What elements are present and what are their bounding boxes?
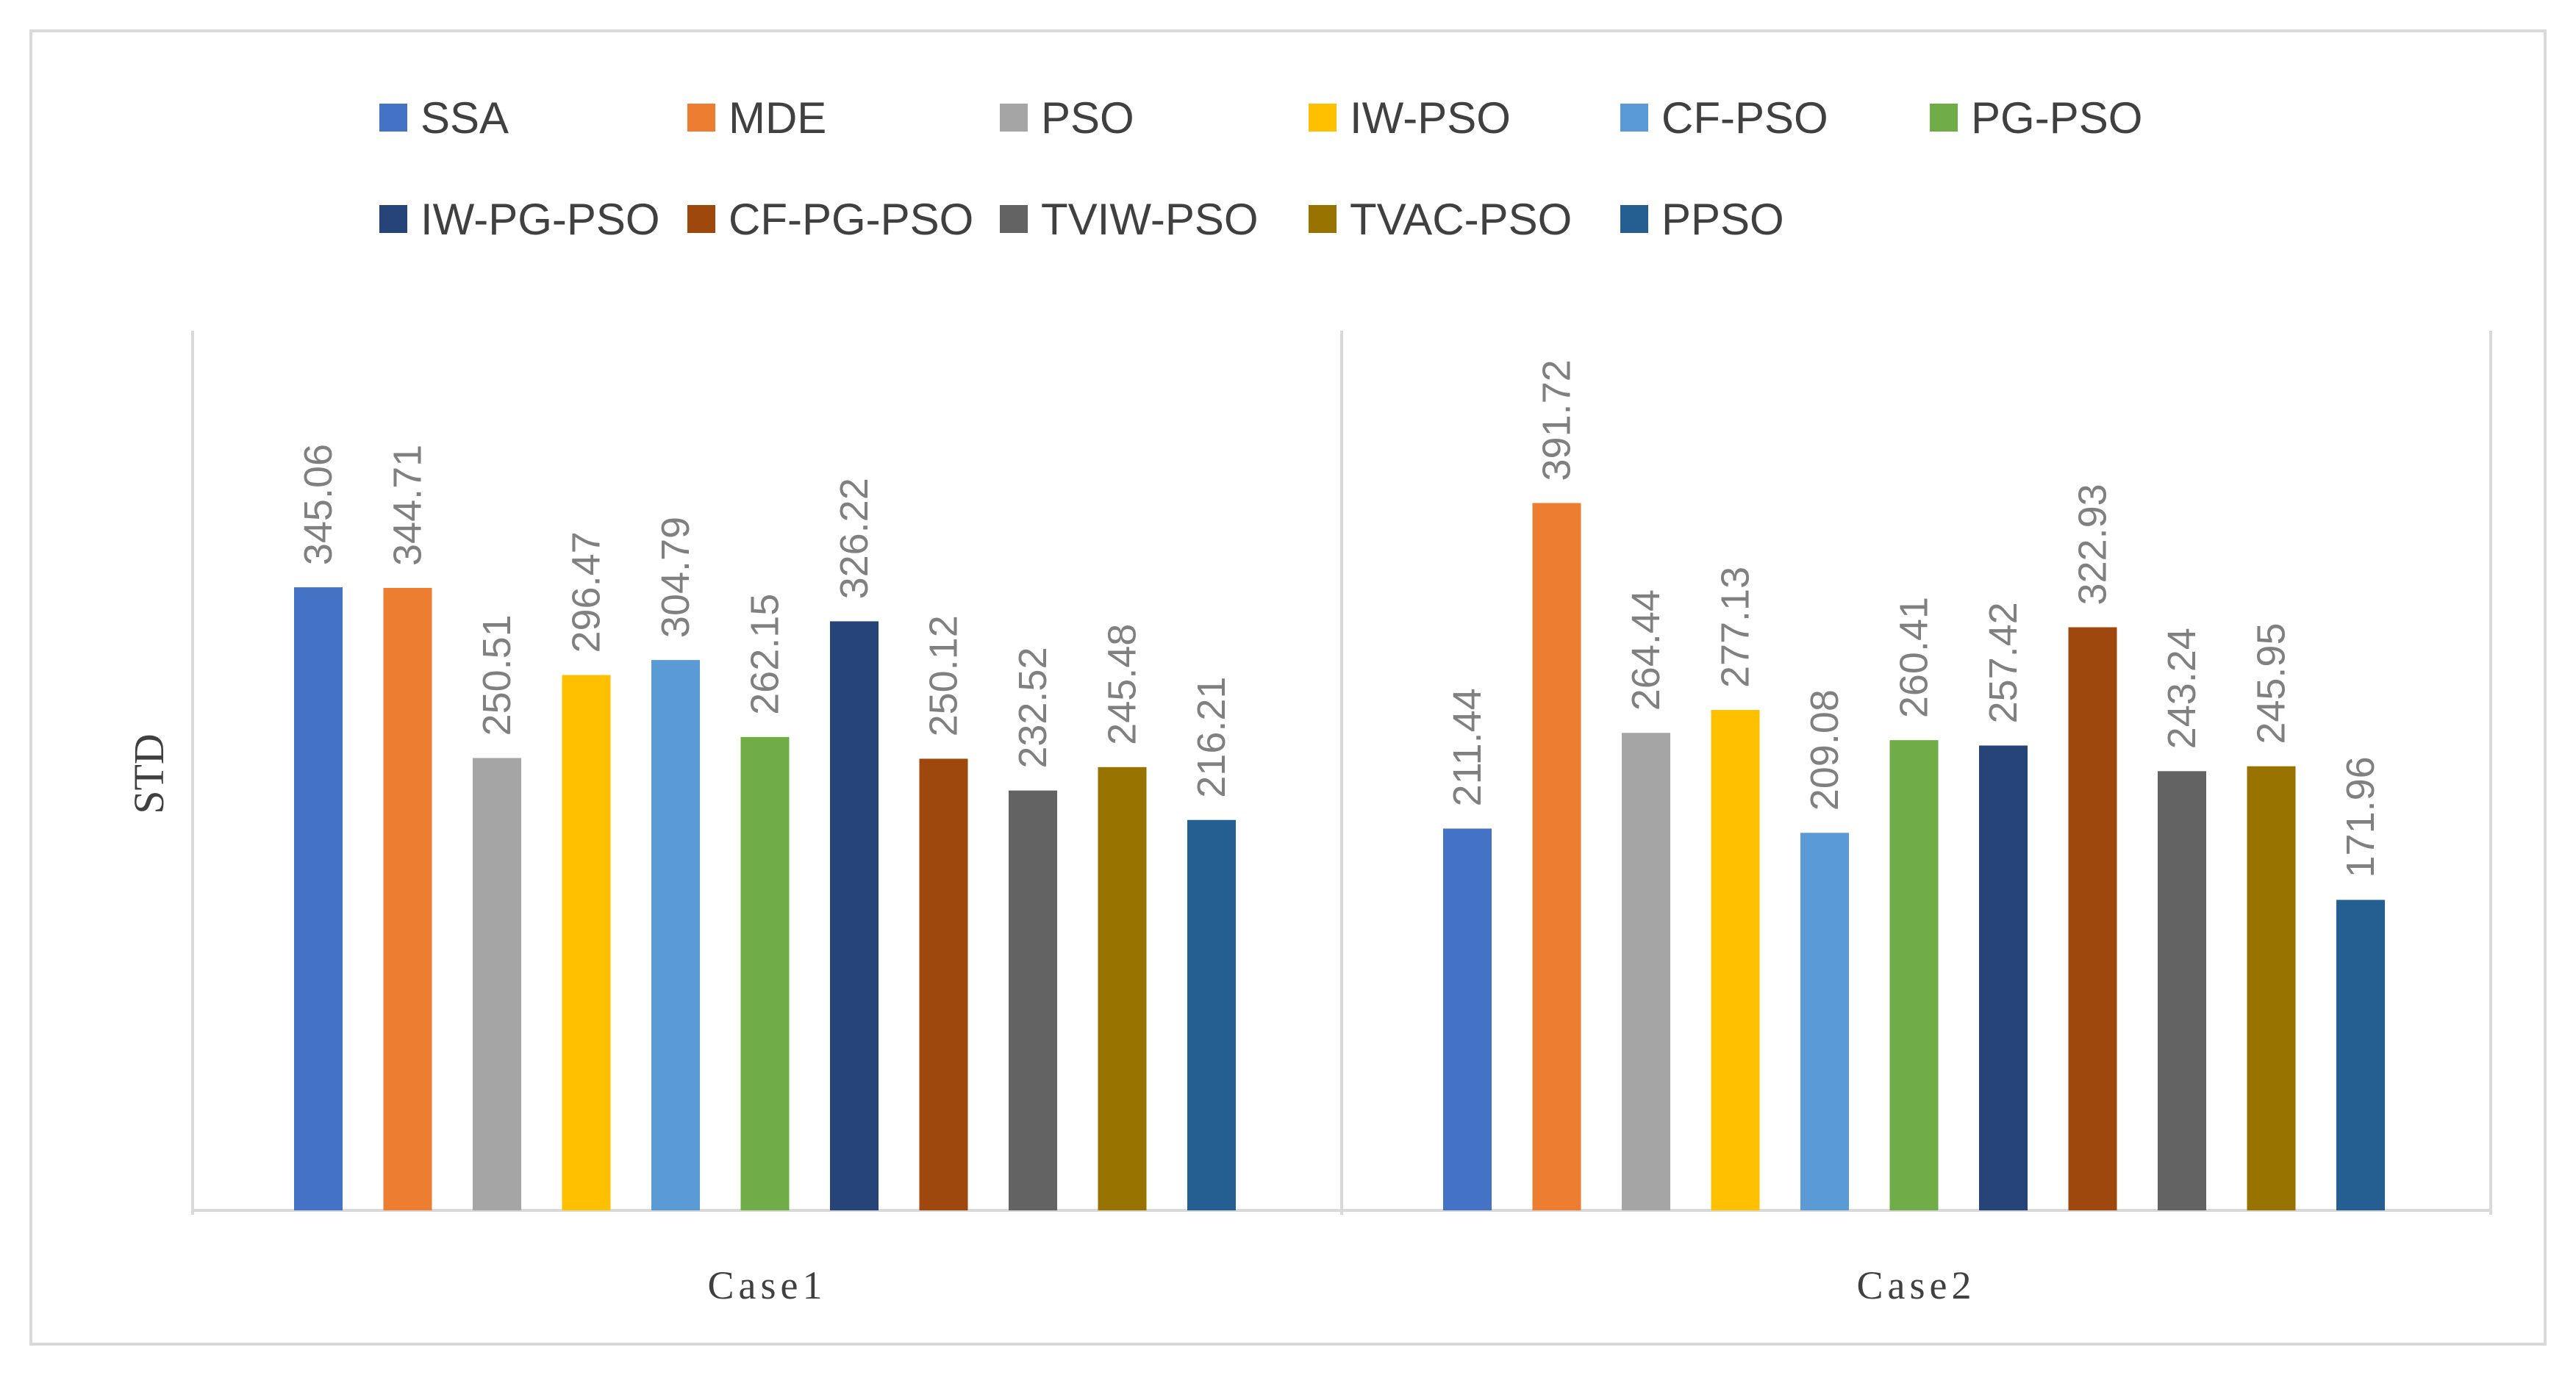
value-label-case1-mde: 344.71	[386, 445, 430, 566]
legend: SSA MDE PSO IW-PSO CF-PSO PG-PSO IW-PG-PSO CF-P…	[379, 93, 2142, 244]
legend-item-cf-pg-pso: CF-PG-PSO	[687, 195, 973, 244]
bar-case2-mde	[1532, 503, 1581, 1210]
bar-case2-cf-pg-pso	[2068, 627, 2117, 1210]
legend-swatch	[1309, 205, 1337, 233]
bar-case1-iw-pso	[562, 675, 611, 1210]
legend-item-pg-pso: PG-PSO	[1930, 93, 2142, 143]
chart-border	[29, 29, 2547, 1346]
legend-item-pso: PSO	[1000, 93, 1134, 143]
category-label-case2: Case2	[1857, 1263, 1976, 1307]
legend-item-ssa: SSA	[379, 93, 509, 143]
value-label-case2-cf-pso: 209.08	[1803, 689, 1847, 811]
bar-case1-cf-pg-pso	[919, 758, 968, 1210]
value-label-case1-pg-pso: 262.15	[743, 594, 787, 715]
legend-label: PSO	[1041, 93, 1134, 143]
value-label-case1-tvac-pso: 245.48	[1101, 624, 1145, 745]
legend-label: SSA	[421, 93, 509, 143]
bar-case2-ppso	[2336, 900, 2385, 1210]
value-label-case1-cf-pso: 304.79	[654, 517, 698, 638]
legend-label: CF-PSO	[1661, 93, 1828, 143]
legend-label: PPSO	[1661, 195, 1784, 244]
legend-swatch	[687, 104, 715, 132]
legend-item-tviw-pso: TVIW-PSO	[1000, 195, 1259, 244]
bar-case2-cf-pso	[1800, 833, 1849, 1210]
bar-case1-iw-pg-pso	[830, 621, 879, 1210]
value-label-case2-ppso: 171.96	[2339, 756, 2383, 877]
legend-swatch	[1000, 205, 1028, 233]
legend-swatch	[1000, 104, 1028, 132]
bar-case2-ssa	[1443, 828, 1492, 1210]
value-label-case2-ssa: 211.44	[1445, 688, 1489, 806]
value-label-case1-ppso: 216.21	[1189, 677, 1234, 798]
value-label-case2-mde: 391.72	[1535, 359, 1579, 481]
bar-case2-iw-pso	[1711, 710, 1760, 1210]
legend-swatch	[379, 104, 407, 132]
value-label-case1-iw-pg-pso: 326.22	[832, 478, 876, 599]
bar-case1-cf-pso	[651, 660, 700, 1210]
bar-case2-pso	[1622, 733, 1670, 1210]
legend-label: TVAC-PSO	[1350, 195, 1572, 244]
legend-swatch	[379, 205, 407, 233]
legend-item-mde: MDE	[687, 93, 826, 143]
value-label-case2-pg-pso: 260.41	[1892, 597, 1936, 718]
legend-label: TVIW-PSO	[1041, 195, 1259, 244]
bar-case1-mde	[383, 587, 432, 1210]
legend-item-cf-pso: CF-PSO	[1620, 93, 1828, 143]
legend-swatch	[1620, 104, 1648, 132]
legend-swatch	[1309, 104, 1337, 132]
value-label-case2-pso: 264.44	[1624, 589, 1668, 711]
bar-case2-pg-pso	[1889, 740, 1939, 1210]
value-labels: 345.06 344.71 250.51 296.47 304.79 262.15 326.…	[296, 359, 2383, 877]
legend-item-tvac-pso: TVAC-PSO	[1309, 195, 1572, 244]
legend-label: IW-PSO	[1350, 93, 1511, 143]
bar-case1-ppso	[1187, 819, 1236, 1210]
legend-item-iw-pg-pso: IW-PG-PSO	[379, 195, 660, 244]
legend-item-iw-pso: IW-PSO	[1309, 93, 1511, 143]
legend-swatch	[1930, 104, 1958, 132]
value-label-case2-iw-pg-pso: 257.42	[1981, 602, 2025, 723]
bar-case2-iw-pg-pso	[1979, 745, 2028, 1210]
value-label-case2-cf-pg-pso: 322.93	[2071, 484, 2115, 605]
legend-label: MDE	[729, 93, 826, 143]
legend-label: PG-PSO	[1971, 93, 2142, 143]
legend-swatch	[1620, 205, 1648, 233]
legend-label: IW-PG-PSO	[421, 195, 660, 244]
value-label-case2-tvac-pso: 245.95	[2250, 622, 2294, 744]
bars	[294, 503, 2385, 1210]
bar-case1-pso	[473, 758, 521, 1210]
bar-case1-ssa	[294, 587, 343, 1210]
value-label-case1-ssa: 345.06	[296, 444, 340, 565]
value-label-case1-tviw-pso: 232.52	[1011, 647, 1055, 768]
bar-case1-pg-pso	[740, 736, 790, 1210]
value-label-case1-iw-pso: 296.47	[565, 531, 609, 653]
bar-case2-tvac-pso	[2247, 766, 2296, 1210]
bar-case2-tviw-pso	[2158, 771, 2206, 1210]
value-label-case1-pso: 250.51	[475, 614, 519, 736]
value-label-case2-tviw-pso: 243.24	[2160, 628, 2204, 749]
legend-label: CF-PG-PSO	[729, 195, 973, 244]
bar-case1-tvac-pso	[1098, 767, 1147, 1210]
y-axis-title: STD	[125, 733, 173, 814]
legend-item-ppso: PPSO	[1620, 195, 1784, 244]
category-label-case1: Case1	[708, 1263, 827, 1307]
legend-swatch	[687, 205, 715, 233]
bar-case1-tviw-pso	[1009, 790, 1057, 1210]
value-label-case2-iw-pso: 277.13	[1714, 567, 1758, 688]
value-label-case1-cf-pg-pso: 250.12	[922, 615, 966, 736]
